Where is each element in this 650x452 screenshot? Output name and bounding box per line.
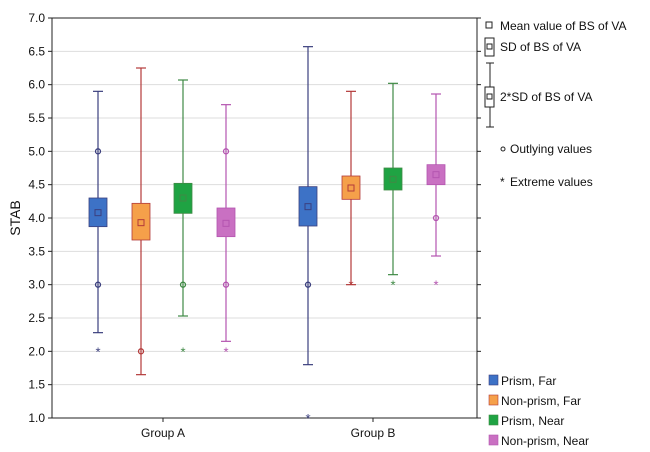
mean-marker — [179, 194, 187, 202]
key-outlying: Outlying values — [510, 142, 592, 156]
legend-swatch — [488, 434, 499, 446]
y-tick-label: 2.5 — [28, 311, 45, 325]
legend-swatch — [488, 374, 499, 386]
extreme-point: * — [223, 344, 228, 359]
y-tick-label: 3.0 — [28, 278, 45, 292]
legend-label: Prism, Far — [501, 374, 556, 388]
y-tick-label: 6.5 — [28, 44, 45, 58]
legend-label: Non-prism, Near — [501, 434, 589, 448]
y-tick-label: 5.0 — [28, 144, 45, 158]
extreme-point: * — [95, 344, 100, 359]
mean-marker — [389, 175, 397, 183]
plot-frame — [51, 17, 478, 419]
y-tick-label: 1.5 — [28, 378, 45, 392]
y-tick-label: 4.5 — [28, 178, 45, 192]
y-tick-label: 4.0 — [28, 211, 45, 225]
mean-marker — [137, 219, 145, 227]
sd-box — [298, 186, 318, 227]
y-tick-label: 3.5 — [28, 244, 45, 258]
y-tick-label: 1.0 — [28, 411, 45, 425]
sd-box — [426, 164, 446, 186]
legend-label: Prism, Near — [501, 414, 564, 428]
y-tick-label: 6.0 — [28, 78, 45, 92]
sd-box — [173, 182, 193, 214]
extreme-point: * — [180, 344, 185, 359]
legend-label: Non-prism, Far — [501, 394, 581, 408]
y-tick-label: 5.5 — [28, 111, 45, 125]
y-tick-label: 7.0 — [28, 11, 45, 25]
sd-box — [216, 207, 236, 238]
outlier-key-icon — [500, 146, 506, 152]
x-tick-label: Group B — [351, 426, 396, 440]
sd-box — [88, 197, 108, 228]
sd-box — [383, 167, 403, 191]
sd-box — [341, 175, 361, 200]
key-sd2: 2*SD of BS of VA — [500, 90, 593, 104]
legend-swatch — [488, 394, 499, 406]
extreme-point: * — [390, 278, 395, 293]
key-extreme: Extreme values — [510, 175, 593, 189]
mean-key-icon — [485, 21, 493, 29]
outlier-point — [222, 148, 230, 155]
outlier-point — [222, 281, 230, 288]
mean-marker — [347, 184, 355, 192]
extreme-point: * — [305, 411, 310, 426]
outlier-point — [179, 281, 187, 288]
extreme-point: * — [348, 278, 353, 293]
outlier-point — [94, 148, 102, 155]
mean-marker — [432, 171, 440, 179]
outlier-point — [94, 281, 102, 288]
extreme-key-icon: * — [500, 175, 505, 189]
outlier-point — [304, 281, 312, 288]
mean-marker — [304, 203, 312, 211]
mean-marker — [94, 209, 102, 217]
sd-box — [131, 202, 151, 241]
key-sd: SD of BS of VA — [500, 40, 581, 54]
outlier-point — [432, 214, 440, 222]
sd-key-icon — [484, 37, 495, 57]
x-tick-label: Group A — [141, 426, 185, 440]
legend-swatch — [488, 414, 499, 426]
key-legend: Mean value of BS of VA SD of BS of VA 2*… — [484, 19, 627, 189]
y-axis-label: STAB — [7, 200, 23, 236]
mean-marker — [222, 219, 230, 227]
key-mean: Mean value of BS of VA — [500, 19, 627, 33]
extreme-point: * — [433, 278, 438, 293]
outlier-point — [137, 348, 145, 355]
y-tick-label: 2.0 — [28, 344, 45, 358]
